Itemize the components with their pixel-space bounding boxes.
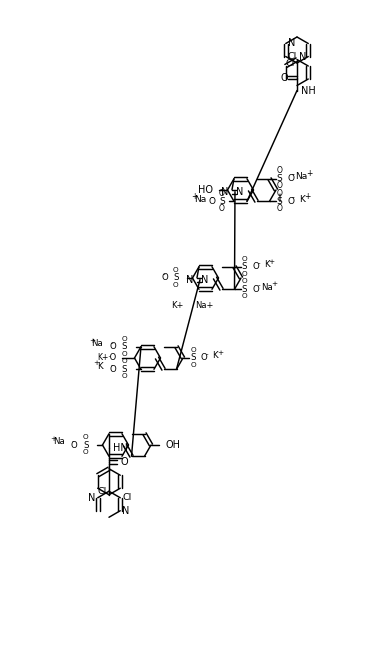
Text: N: N xyxy=(288,39,295,49)
Text: O: O xyxy=(280,72,288,83)
Text: N: N xyxy=(201,275,208,285)
Text: O: O xyxy=(242,278,247,284)
Text: Na: Na xyxy=(91,339,103,348)
Text: O: O xyxy=(173,267,179,273)
Text: O: O xyxy=(219,204,225,213)
Text: O: O xyxy=(190,362,196,368)
Text: -: - xyxy=(111,362,113,368)
Text: Na: Na xyxy=(53,437,64,446)
Text: Na: Na xyxy=(295,172,308,181)
Text: N: N xyxy=(236,187,243,197)
Text: O: O xyxy=(277,204,283,213)
Text: N: N xyxy=(299,52,306,61)
Text: O: O xyxy=(242,256,247,262)
Text: O: O xyxy=(209,197,216,206)
Text: K: K xyxy=(212,351,218,360)
Text: N: N xyxy=(221,187,228,197)
Text: O: O xyxy=(242,270,247,277)
Text: O: O xyxy=(109,342,116,351)
Text: S: S xyxy=(219,197,225,206)
Text: Na: Na xyxy=(261,283,272,292)
Text: N: N xyxy=(88,493,96,503)
Text: O: O xyxy=(201,353,208,362)
Text: +: + xyxy=(192,192,198,201)
Text: N: N xyxy=(122,506,130,516)
Text: O: O xyxy=(121,457,128,466)
Text: OH: OH xyxy=(165,440,180,450)
Text: K+: K+ xyxy=(171,300,183,309)
Text: +: + xyxy=(51,436,56,442)
Text: O: O xyxy=(287,174,294,183)
Text: O: O xyxy=(162,274,168,283)
Text: O: O xyxy=(287,197,294,206)
Text: O: O xyxy=(277,189,283,198)
Text: Cl: Cl xyxy=(286,58,295,67)
Text: K+: K+ xyxy=(97,353,108,362)
Text: +: + xyxy=(272,281,277,287)
Text: HN: HN xyxy=(113,443,128,453)
Text: S: S xyxy=(242,285,247,294)
Text: Na+: Na+ xyxy=(195,300,214,309)
Text: -: - xyxy=(292,193,295,202)
Text: S: S xyxy=(190,353,196,362)
Text: O: O xyxy=(122,358,127,364)
Text: K: K xyxy=(299,195,306,204)
Text: -: - xyxy=(206,351,208,357)
Text: -: - xyxy=(292,170,295,179)
Text: O: O xyxy=(277,181,283,190)
Text: O: O xyxy=(242,293,247,300)
Text: O: O xyxy=(252,262,259,271)
Text: Cl: Cl xyxy=(122,493,131,502)
Text: O: O xyxy=(122,373,127,379)
Text: Na: Na xyxy=(194,195,206,204)
Text: S: S xyxy=(122,342,127,351)
Text: S: S xyxy=(242,262,247,271)
Text: O: O xyxy=(122,351,127,356)
Text: HO: HO xyxy=(198,185,213,195)
Text: +: + xyxy=(304,192,311,201)
Text: +: + xyxy=(217,350,223,356)
Text: Cl: Cl xyxy=(98,487,107,496)
Text: S: S xyxy=(173,274,179,283)
Text: +: + xyxy=(268,259,274,265)
Text: -: - xyxy=(72,438,75,444)
Text: -: - xyxy=(257,259,260,266)
Text: O: O xyxy=(122,336,127,342)
Text: O: O xyxy=(71,441,78,450)
Text: O: O xyxy=(173,282,179,288)
Text: -: - xyxy=(163,271,165,277)
Text: S: S xyxy=(122,365,127,374)
Text: -: - xyxy=(111,340,113,345)
Text: S: S xyxy=(83,441,89,450)
Text: S: S xyxy=(277,174,283,183)
Text: +: + xyxy=(89,338,95,344)
Text: ·O: ·O xyxy=(107,353,116,362)
Text: K: K xyxy=(264,260,269,269)
Text: +: + xyxy=(93,360,99,366)
Text: NH: NH xyxy=(301,85,316,96)
Text: Cl: Cl xyxy=(288,52,297,61)
Text: K: K xyxy=(97,362,103,371)
Text: -: - xyxy=(257,282,260,289)
Text: O: O xyxy=(219,189,225,198)
Text: O: O xyxy=(190,347,196,353)
Text: O: O xyxy=(277,166,283,175)
Text: ║: ║ xyxy=(277,193,281,202)
Text: O: O xyxy=(83,449,89,455)
Text: O: O xyxy=(83,434,89,440)
Text: +: + xyxy=(306,170,313,178)
Text: N: N xyxy=(186,275,193,285)
Text: O: O xyxy=(252,285,259,294)
Text: S: S xyxy=(277,197,283,206)
Text: -: - xyxy=(210,193,213,202)
Text: O: O xyxy=(109,365,116,374)
